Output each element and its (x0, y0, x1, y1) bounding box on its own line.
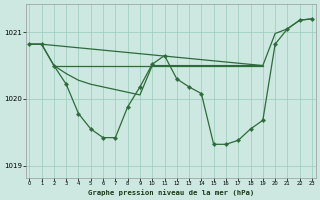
X-axis label: Graphe pression niveau de la mer (hPa): Graphe pression niveau de la mer (hPa) (88, 189, 254, 196)
